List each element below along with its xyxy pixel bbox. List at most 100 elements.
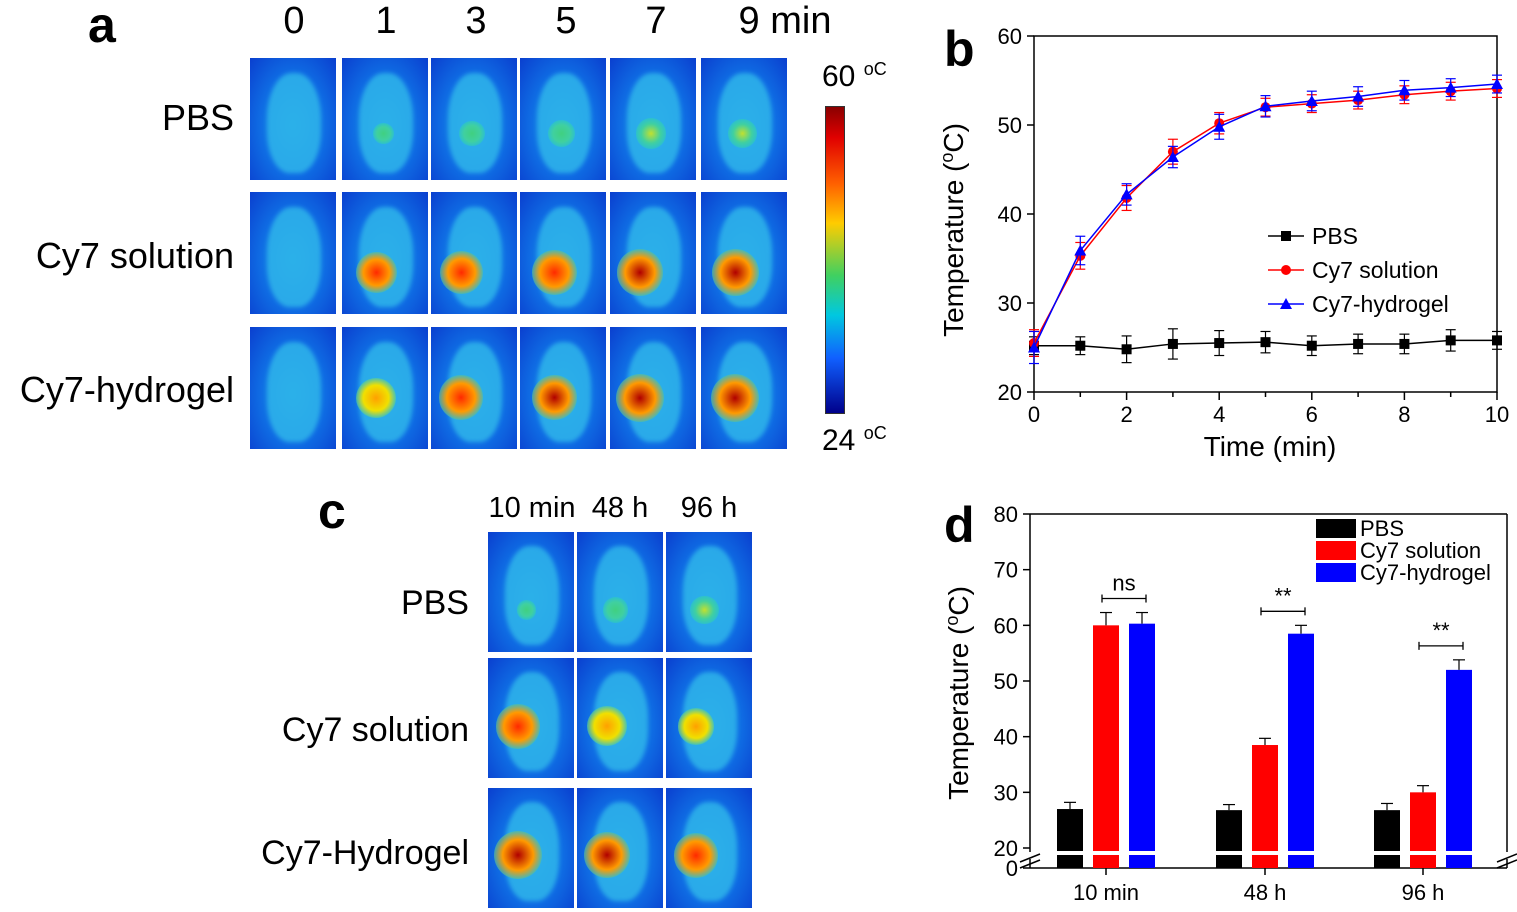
heat-spot xyxy=(517,600,537,620)
time-label-3: 5 xyxy=(555,0,577,42)
bar xyxy=(1057,809,1083,868)
significance-label: ** xyxy=(1432,618,1450,643)
circle-marker xyxy=(1445,86,1456,97)
colorbar-max-value: 60 xyxy=(822,60,856,93)
triangle-marker xyxy=(1305,94,1318,106)
panel-a-row-label-pbs: PBS xyxy=(161,97,234,138)
panel-a-thermal-image-r0-c1 xyxy=(342,58,428,180)
heat-spot xyxy=(372,123,394,145)
bar xyxy=(1446,669,1472,868)
panel-a-thermal-image-r1-c4 xyxy=(610,192,696,314)
bar xyxy=(1252,745,1278,868)
significance-label: ** xyxy=(1274,583,1292,608)
square-marker xyxy=(1121,344,1132,355)
panel-a-thermal-image-r0-c4 xyxy=(610,58,696,180)
mouse-silhouette xyxy=(594,546,648,645)
square-marker xyxy=(1492,335,1502,346)
bar xyxy=(1129,623,1155,868)
panel-a-letter: a xyxy=(88,0,116,53)
bar-break-gap xyxy=(1056,851,1084,855)
heat-spot xyxy=(711,373,760,422)
y-tick-label: 20 xyxy=(994,836,1018,861)
square-marker xyxy=(1075,340,1086,351)
axis-break-mark xyxy=(1019,859,1041,869)
heat-spot xyxy=(355,251,398,294)
circle-marker xyxy=(1075,250,1086,261)
heat-spot xyxy=(677,708,715,745)
heat-spot xyxy=(587,706,628,747)
triangle-marker xyxy=(1120,188,1133,200)
series-pbs xyxy=(1029,328,1502,364)
heat-spot xyxy=(636,118,667,149)
heat-spot xyxy=(494,831,543,880)
mouse-silhouette xyxy=(267,72,321,173)
x-tick-label: 0 xyxy=(1028,402,1040,427)
heat-spot xyxy=(439,250,483,295)
bar xyxy=(1093,625,1119,868)
panel-a-thermal-image-r0-c2 xyxy=(431,58,517,180)
circle-marker xyxy=(1353,95,1364,106)
panel-a-thermal-image-r0-c3 xyxy=(520,58,606,180)
panel-b-plot-frame xyxy=(1033,35,1498,393)
panel-a-thermal-image-r1-c2 xyxy=(431,192,517,314)
triangle-marker xyxy=(1398,84,1411,96)
panel-c-row-label-cy7-hydrogel: Cy7-Hydrogel xyxy=(261,834,469,872)
heat-spot xyxy=(531,375,578,421)
y-tick-label: 80 xyxy=(994,502,1018,527)
panel-c-thermal-image-r0-c2 xyxy=(666,532,752,652)
panel-a-thermal-image-r2-c3 xyxy=(520,327,606,449)
triangle-marker xyxy=(1166,151,1179,163)
time-label-4: 7 xyxy=(645,0,667,42)
square-marker xyxy=(1445,335,1456,346)
y-tick-label: 50 xyxy=(998,113,1022,138)
legend-label: PBS xyxy=(1360,516,1404,541)
axis-break-mark xyxy=(1496,853,1517,863)
colorbar-max-label: 60 oC xyxy=(822,60,887,92)
circle-marker xyxy=(1306,98,1317,109)
heat-spot xyxy=(616,373,665,422)
colorbar-max-unit: oC xyxy=(863,59,887,79)
heat-spot xyxy=(547,120,575,148)
panel-a-thermal-image-r1-c1 xyxy=(342,192,428,314)
panel-d-y-axis-label: Temperature (oC) xyxy=(942,586,974,800)
mouse-silhouette xyxy=(359,72,413,173)
legend-label: Cy7-hydrogel xyxy=(1360,560,1491,585)
circle-marker xyxy=(1121,192,1132,203)
panel-c-row-label-cy7-solution: Cy7 solution xyxy=(281,711,469,749)
legend-swatch xyxy=(1316,541,1356,560)
y-tick-label: 0 xyxy=(1006,856,1018,881)
panel-c-thermal-image-r1-c0 xyxy=(488,658,574,778)
series-cy7-solution xyxy=(1029,79,1502,357)
panel-b-y-axis-label: Temperature (oC) xyxy=(937,123,969,337)
panel-a-thermal-image-r2-c4 xyxy=(610,327,696,449)
bar xyxy=(1288,633,1314,868)
x-tick-label: 48 h xyxy=(1244,880,1287,905)
series-line xyxy=(1034,339,1497,351)
panel-a-thermal-image-r1-c0 xyxy=(250,192,336,314)
heat-spot xyxy=(532,250,577,295)
panel-b-letter: b xyxy=(944,21,975,77)
time-label-c-2: 96 h xyxy=(680,492,738,524)
x-tick-label: 10 xyxy=(1485,402,1509,427)
panel-c-thermal-image-r2-c0 xyxy=(488,788,574,908)
panel-a-thermal-image-r2-c2 xyxy=(431,327,517,449)
x-tick-label: 4 xyxy=(1213,402,1225,427)
legend-label: Cy7 solution xyxy=(1312,257,1439,283)
panel-c-row-label-pbs: PBS xyxy=(400,584,469,622)
time-label-c-0: 10 min xyxy=(488,492,576,524)
panel-c-thermal-image-r2-c2 xyxy=(666,788,752,908)
triangle-marker xyxy=(1491,78,1503,90)
colorbar-min-label: 24 oC xyxy=(822,424,887,456)
panel-c-letter: c xyxy=(318,483,346,539)
y-tick-label: 40 xyxy=(994,725,1018,750)
legend-swatch xyxy=(1316,563,1356,582)
panel-a-thermal-image-r0-c5 xyxy=(701,58,787,180)
panel-a-thermal-image-r0-c0 xyxy=(250,58,336,180)
y-tick-label: 30 xyxy=(998,291,1022,316)
bar-break-gap xyxy=(1445,851,1473,855)
x-tick-label: 96 h xyxy=(1402,880,1445,905)
x-tick-label: 10 min xyxy=(1073,880,1139,905)
panel-b-x-axis-label: Time (min) xyxy=(1204,431,1337,462)
colorbar-min-unit: oC xyxy=(863,423,887,443)
colorbar-min-value: 24 xyxy=(822,424,856,457)
